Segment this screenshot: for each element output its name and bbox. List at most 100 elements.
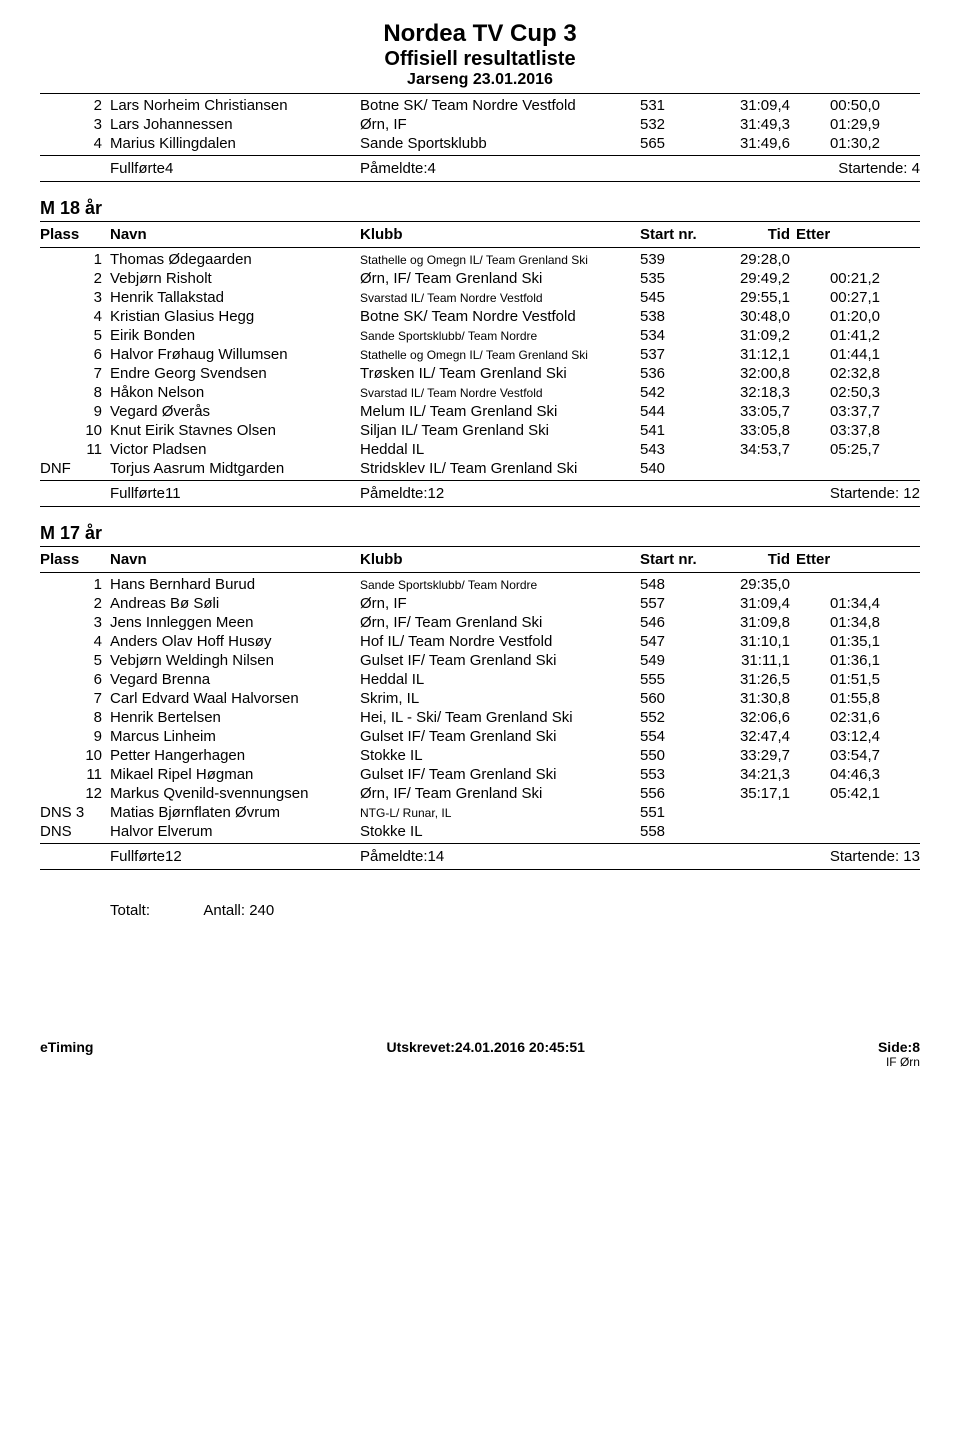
cell-start: 553 (640, 766, 700, 783)
cell-navn: Marius Killingdalen (110, 135, 360, 152)
table-row: 7Carl Edvard Waal HalvorsenSkrim, IL5603… (40, 689, 920, 708)
cell-plass: 2 (40, 97, 110, 114)
table-row: 8Håkon NelsonSvarstad IL/ Team Nordre Ve… (40, 383, 920, 402)
cell-klubb: Botne SK/ Team Nordre Vestfold (360, 97, 640, 114)
cell-tid: 31:09,4 (700, 595, 790, 612)
table-row: 9Vegard ØveråsMelum IL/ Team Grenland Sk… (40, 402, 920, 421)
cell-tid: 32:00,8 (700, 365, 790, 382)
cell-plass: 2 (40, 270, 110, 287)
cell-start: 541 (640, 422, 700, 439)
cell-plass: 4 (40, 308, 110, 325)
cell-klubb: Ørn, IF (360, 595, 640, 612)
cell-start: 555 (640, 671, 700, 688)
cell-plass: 11 (40, 766, 110, 783)
cell-navn: Henrik Tallakstad (110, 289, 360, 306)
fullforte: Fullførte12 (40, 848, 360, 865)
col-start-header: Start nr. (640, 551, 700, 568)
cell-start: 539 (640, 251, 700, 268)
cell-etter: 02:32,8 (790, 365, 880, 382)
table-row: DNS 3Matias Bjørnflaten ØvrumNTG-L/ Runa… (40, 803, 920, 822)
cell-plass: 5 (40, 327, 110, 344)
footer-left: eTiming (40, 1039, 93, 1069)
cell-tid: 31:09,4 (700, 97, 790, 114)
cell-klubb: Siljan IL/ Team Grenland Ski (360, 422, 640, 439)
table-row: 5Vebjørn Weldingh NilsenGulset IF/ Team … (40, 651, 920, 670)
cell-klubb: Trøsken IL/ Team Grenland Ski (360, 365, 640, 382)
cell-tid: 35:17,1 (700, 785, 790, 802)
cell-navn: Halvor Elverum (110, 823, 360, 840)
cell-navn: Lars Norheim Christiansen (110, 97, 360, 114)
cell-tid: 31:10,1 (700, 633, 790, 650)
cell-tid: 31:12,1 (700, 346, 790, 363)
section-title: M 17 år (40, 523, 920, 544)
table-row: 3Lars JohannessenØrn, IF53231:49,301:29,… (40, 115, 920, 134)
cell-etter: 05:25,7 (790, 441, 880, 458)
startende: Startende: 4 (640, 160, 920, 177)
cell-tid: 29:35,0 (700, 576, 790, 593)
section-title: M 18 år (40, 198, 920, 219)
cell-etter: 05:42,1 (790, 785, 880, 802)
cell-klubb: Botne SK/ Team Nordre Vestfold (360, 308, 640, 325)
cell-plass: DNS (40, 823, 110, 840)
divider (40, 869, 920, 870)
cell-tid: 34:53,7 (700, 441, 790, 458)
cell-klubb: Skrim, IL (360, 690, 640, 707)
cell-klubb: Ørn, IF/ Team Grenland Ski (360, 614, 640, 631)
main-title: Nordea TV Cup 3 (40, 20, 920, 48)
cell-tid: 33:05,8 (700, 422, 790, 439)
cell-plass: 3 (40, 614, 110, 631)
cell-klubb: Ørn, IF/ Team Grenland Ski (360, 785, 640, 802)
table-row: 1Hans Bernhard BurudSande Sportsklubb/ T… (40, 575, 920, 594)
cell-start: 540 (640, 460, 700, 477)
totals-count: Antall: 240 (203, 902, 274, 919)
cell-start: 534 (640, 327, 700, 344)
cell-tid: 30:48,0 (700, 308, 790, 325)
cell-plass: 3 (40, 116, 110, 133)
footer-side: Side:8 (878, 1039, 920, 1055)
cell-navn: Mikael Ripel Høgman (110, 766, 360, 783)
fullforte: Fullførte11 (40, 485, 360, 502)
cell-etter: 01:30,2 (790, 135, 880, 152)
fullforte: Fullførte4 (40, 160, 360, 177)
footer-org: IF Ørn (878, 1055, 920, 1069)
col-klubb-header: Klubb (360, 226, 640, 243)
cell-plass: 5 (40, 652, 110, 669)
cell-start: 548 (640, 576, 700, 593)
cell-etter: 03:54,7 (790, 747, 880, 764)
table-row: 3Jens Innleggen MeenØrn, IF/ Team Grenla… (40, 613, 920, 632)
table-row: 11Mikael Ripel HøgmanGulset IF/ Team Gre… (40, 765, 920, 784)
cell-klubb: Sande Sportsklubb/ Team Nordre (360, 329, 640, 343)
section-m17: M 17 år Plass Navn Klubb Start nr. Tid E… (40, 523, 920, 870)
cell-plass: 6 (40, 346, 110, 363)
cell-tid: 31:49,3 (700, 116, 790, 133)
cell-klubb: Stokke IL (360, 747, 640, 764)
cell-tid: 29:55,1 (700, 289, 790, 306)
cell-navn: Marcus Linheim (110, 728, 360, 745)
col-navn-header: Navn (110, 551, 360, 568)
cell-etter: 01:34,8 (790, 614, 880, 631)
cell-plass: 6 (40, 671, 110, 688)
cell-start: 558 (640, 823, 700, 840)
cell-navn: Lars Johannessen (110, 116, 360, 133)
table-header: Plass Navn Klubb Start nr. Tid Etter (40, 224, 920, 245)
cell-klubb: Gulset IF/ Team Grenland Ski (360, 652, 640, 669)
cell-plass: 1 (40, 576, 110, 593)
table-row: 8Henrik BertelsenHei, IL - Ski/ Team Gre… (40, 708, 920, 727)
table-header: Plass Navn Klubb Start nr. Tid Etter (40, 549, 920, 570)
cell-etter: 00:27,1 (790, 289, 880, 306)
cell-plass: 1 (40, 251, 110, 268)
cell-start: 551 (640, 804, 700, 821)
divider (40, 843, 920, 844)
cell-navn: Andreas Bø Søli (110, 595, 360, 612)
cell-navn: Vebjørn Risholt (110, 270, 360, 287)
cell-etter: 03:37,7 (790, 403, 880, 420)
section-footer: Fullførte12 Påmeldte:14 Startende: 13 (40, 846, 920, 867)
table-row: 7Endre Georg SvendsenTrøsken IL/ Team Gr… (40, 364, 920, 383)
col-tid-header: Tid (700, 551, 790, 568)
cell-start: 552 (640, 709, 700, 726)
cell-tid: 32:18,3 (700, 384, 790, 401)
cell-etter: 02:31,6 (790, 709, 880, 726)
cell-klubb: Hei, IL - Ski/ Team Grenland Ski (360, 709, 640, 726)
page-footer: eTiming Utskrevet:24.01.2016 20:45:51 Si… (40, 1039, 920, 1069)
cell-klubb: Stokke IL (360, 823, 640, 840)
